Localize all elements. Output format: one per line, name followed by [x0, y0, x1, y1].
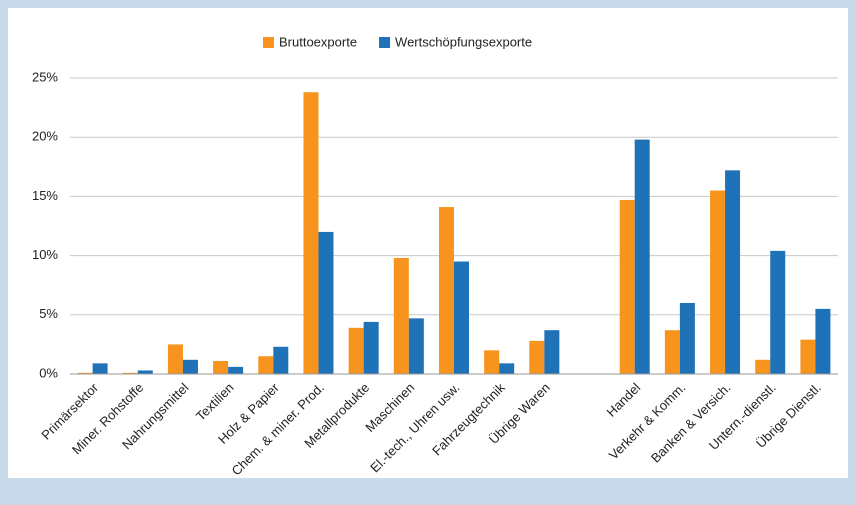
- y-tick-label: 5%: [39, 306, 58, 321]
- bar: [213, 360, 229, 374]
- bar: [815, 308, 831, 374]
- y-tick-label: 20%: [32, 129, 58, 144]
- y-tick-label: 10%: [32, 247, 58, 262]
- bar: [137, 370, 153, 374]
- bar: [679, 302, 695, 374]
- bar: [499, 363, 515, 374]
- legend-label: Wertschöpfungsexporte: [395, 34, 532, 49]
- y-tick-label: 25%: [32, 69, 58, 84]
- chart-panel: [8, 8, 848, 478]
- bar: [92, 363, 108, 374]
- bar: [454, 261, 469, 374]
- legend-swatch: [379, 37, 391, 48]
- bar: [318, 231, 334, 374]
- bar: [363, 321, 379, 374]
- bar: [770, 250, 786, 374]
- bar: [439, 207, 454, 374]
- bar: [544, 330, 560, 374]
- bar: [303, 92, 319, 374]
- bar: [393, 257, 409, 374]
- y-tick-label: 0%: [39, 365, 58, 380]
- legend-swatch: [263, 37, 274, 48]
- bar: [664, 330, 680, 374]
- bar: [182, 359, 198, 374]
- bar: [258, 356, 274, 374]
- bar: [529, 340, 545, 374]
- bar: [634, 139, 650, 374]
- bar: [755, 359, 771, 374]
- y-tick-label: 15%: [32, 188, 58, 203]
- bar: [228, 366, 244, 374]
- bar: [710, 190, 726, 374]
- bar: [167, 344, 183, 374]
- bar: [348, 327, 364, 374]
- bar: [122, 372, 138, 374]
- bar: [800, 339, 816, 374]
- legend-label: Bruttoexporte: [279, 34, 357, 49]
- bar: [619, 199, 635, 374]
- bar: [408, 318, 424, 374]
- bar: [484, 350, 500, 374]
- bar: [273, 346, 289, 374]
- bar: [725, 170, 741, 374]
- bar: [77, 372, 93, 374]
